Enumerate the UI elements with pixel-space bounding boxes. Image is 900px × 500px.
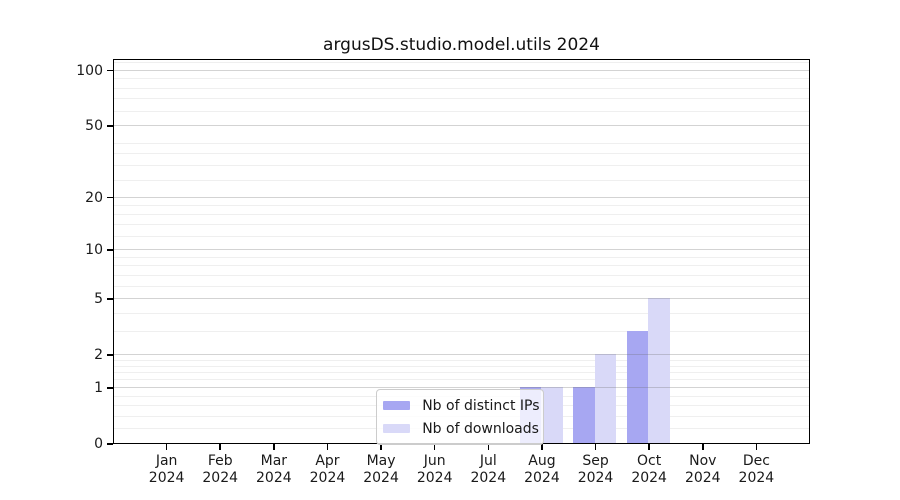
x-tick-label: Dec 2024 [738, 453, 775, 486]
x-tick-label: Feb 2024 [202, 453, 239, 486]
minor-gridline [114, 179, 809, 181]
x-tick-label: Nov 2024 [684, 453, 721, 486]
legend-swatch-downloads [383, 424, 411, 434]
x-tick-label: Jul 2024 [470, 453, 507, 486]
y-tick-label: 2 [94, 347, 103, 364]
legend-label-downloads: Nb of downloads [422, 420, 539, 437]
x-tick-label: Apr 2024 [309, 453, 346, 486]
y-tick-mark [107, 354, 113, 356]
y-tick-mark [107, 69, 113, 72]
x-tick-label: Aug 2024 [524, 453, 560, 486]
bar-distinct-ips [573, 386, 595, 443]
y-tick-mark [107, 196, 113, 199]
legend-label-distinct-ips: Nb of distinct IPs [422, 397, 540, 414]
minor-gridline [114, 359, 809, 361]
major-gridline [114, 298, 809, 300]
minor-gridline [114, 285, 809, 287]
x-tick-mark [541, 444, 543, 450]
x-tick-label: Jan 2024 [148, 453, 185, 486]
x-tick-label: Jun 2024 [416, 453, 453, 486]
minor-gridline [114, 142, 809, 144]
minor-gridline [114, 379, 809, 381]
minor-gridline [114, 224, 809, 226]
minor-gridline [114, 274, 809, 276]
x-tick-label: Oct 2024 [631, 453, 667, 486]
minor-gridline [114, 331, 809, 332]
minor-gridline [114, 256, 809, 258]
x-tick-label: Sep 2024 [577, 453, 614, 486]
legend-item-distinct-ips: Nb of distinct IPs [383, 397, 540, 414]
minor-gridline [114, 165, 809, 167]
bar-distinct-ips [626, 330, 649, 443]
y-tick-label: 1 [94, 379, 103, 396]
y-tick-label: 100 [76, 62, 103, 79]
major-gridline [114, 249, 809, 251]
x-tick-mark [433, 444, 436, 450]
major-gridline [114, 69, 809, 71]
legend-item-downloads: Nb of downloads [383, 420, 539, 437]
y-tick-label: 10 [85, 241, 103, 258]
major-gridline [114, 354, 809, 356]
minor-gridline [114, 365, 809, 367]
x-tick-mark [594, 444, 597, 450]
y-tick-mark [107, 387, 113, 389]
legend-swatch-distinct-ips [383, 401, 411, 411]
bar-downloads [648, 298, 670, 443]
y-tick-label: 20 [85, 189, 103, 206]
minor-gridline [114, 110, 809, 112]
minor-gridline [114, 62, 809, 64]
minor-gridline [114, 78, 809, 80]
minor-gridline [114, 98, 809, 100]
x-tick-mark [273, 444, 275, 450]
plot-area: Nb of distinct IPs Nb of downloads [113, 59, 810, 446]
bar-downloads [594, 354, 617, 443]
major-gridline [114, 196, 809, 198]
major-gridline [114, 387, 809, 389]
y-tick-mark [107, 298, 113, 300]
minor-gridline [114, 153, 809, 155]
x-tick-mark [165, 444, 168, 450]
minor-gridline [114, 312, 809, 314]
minor-gridline [114, 204, 809, 206]
minor-gridline [114, 265, 809, 267]
legend: Nb of distinct IPs Nb of downloads [376, 389, 545, 446]
x-tick-mark [755, 444, 758, 450]
y-tick-mark [107, 249, 113, 251]
minor-gridline [114, 235, 809, 237]
minor-gridline [114, 87, 809, 89]
x-tick-label: Mar 2024 [256, 453, 292, 486]
y-tick-label: 50 [85, 117, 103, 134]
y-tick-label: 5 [94, 290, 103, 307]
x-tick-mark [487, 444, 490, 450]
minor-gridline [114, 213, 809, 215]
minor-gridline [114, 372, 809, 374]
y-tick-label: 0 [94, 436, 103, 452]
x-tick-mark [219, 444, 222, 450]
x-tick-mark [380, 444, 382, 450]
x-tick-mark [648, 444, 650, 450]
y-tick-mark [107, 443, 113, 445]
x-tick-label: May 2024 [363, 453, 399, 486]
y-tick-mark [107, 124, 113, 127]
major-gridline [114, 124, 809, 126]
x-tick-mark [701, 444, 704, 450]
x-tick-mark [326, 444, 329, 450]
chart-title: argusDS.studio.model.utils 2024 [323, 35, 600, 55]
bar-downloads [541, 386, 563, 443]
